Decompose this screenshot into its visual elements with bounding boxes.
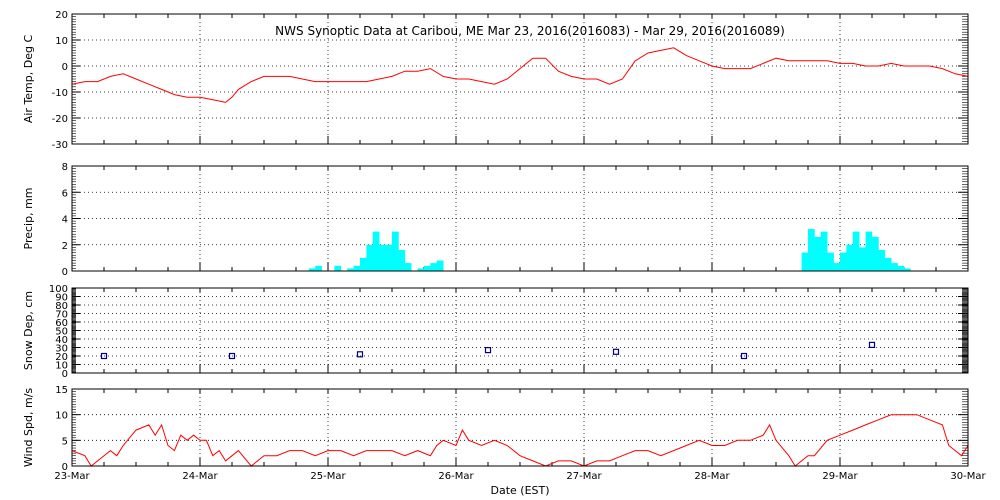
panel-frame xyxy=(71,287,969,374)
precip-bar xyxy=(308,268,316,271)
precip-bar xyxy=(833,263,841,271)
precip-bar xyxy=(846,244,854,272)
precip-bar xyxy=(840,252,847,271)
precip-bar xyxy=(436,260,444,271)
x-axis-label: Date (EST) xyxy=(490,484,549,497)
precip-bar xyxy=(897,265,905,272)
y-tick-label: 20 xyxy=(55,352,68,363)
y-tick-label: -20 xyxy=(52,114,68,125)
y-tick-label: 20 xyxy=(55,10,68,21)
y-tick-label: 5 xyxy=(62,436,68,447)
precip-bar xyxy=(392,231,399,271)
precip-bar xyxy=(878,250,886,271)
precip-bar xyxy=(424,265,431,272)
snow-depth-point xyxy=(100,352,108,360)
x-tick-label: 23-Mar xyxy=(54,471,90,482)
precip-bar xyxy=(814,236,822,271)
precip-bar xyxy=(372,231,380,271)
x-tick-label: 24-Mar xyxy=(182,471,218,482)
panel-1: -30 -20 -10 0 10 20 Air Temp, Deg C xyxy=(22,10,969,151)
y-tick-label: 0 xyxy=(62,462,68,473)
x-tick-label: 28-Mar xyxy=(694,471,730,482)
precip-bar xyxy=(904,268,911,271)
y-tick-label: 2 xyxy=(62,241,68,252)
snow-depth-point xyxy=(356,351,364,358)
precip-bar xyxy=(347,268,354,271)
x-tick-label: 25-Mar xyxy=(310,471,346,482)
panel-2: 0 2 4 6 8 Precip, mm xyxy=(22,162,969,278)
y-tick-label: 10 xyxy=(55,36,68,47)
precip-bar xyxy=(865,231,873,271)
y-tick-label: 8 xyxy=(62,162,68,173)
precip-bar xyxy=(430,263,438,271)
chart-title: NWS Synoptic Data at Caribou, ME Mar 23,… xyxy=(275,24,785,38)
precip-bar xyxy=(385,244,393,272)
precip-bar xyxy=(884,257,892,271)
y-tick-label: 90 xyxy=(55,293,68,304)
precip-bar xyxy=(852,231,860,271)
precip-bar xyxy=(379,244,386,272)
panel-frame xyxy=(71,165,969,272)
precip-bar xyxy=(801,252,809,271)
precip-bar xyxy=(872,236,879,271)
precip-bar xyxy=(404,263,412,271)
snow-depth-point xyxy=(228,352,236,360)
y-tick-label: 0 xyxy=(62,267,68,278)
precip-bar xyxy=(315,265,322,272)
y-tick-label: 4 xyxy=(62,215,68,226)
y-tick-label: -10 xyxy=(52,88,68,99)
x-tick-label: 29-Mar xyxy=(822,471,858,482)
precip-bar xyxy=(417,268,425,271)
precip-bar xyxy=(808,229,815,271)
y-tick-label: 40 xyxy=(55,335,68,346)
y-tick-label: 50 xyxy=(55,327,68,338)
precip-bar xyxy=(334,265,342,272)
precip-bar xyxy=(366,244,374,272)
y-tick-label: 30 xyxy=(55,344,68,355)
precip-bar xyxy=(827,252,834,271)
y-tick-label: 100 xyxy=(49,284,68,295)
panel-frame xyxy=(71,388,969,467)
y-tick-label: 0 xyxy=(62,62,68,73)
y-axis-label: Air Temp, Deg C xyxy=(22,35,35,124)
y-axis-label: Precip, mm xyxy=(22,188,35,250)
y-tick-label: 0 xyxy=(62,369,68,380)
x-tick-label: 27-Mar xyxy=(566,471,602,482)
x-tick-label: 30-Mar xyxy=(950,471,986,482)
y-tick-label: 10 xyxy=(55,411,68,422)
y-tick-label: -30 xyxy=(52,140,68,151)
y-tick-label: 6 xyxy=(62,188,68,199)
snow-depth-point xyxy=(484,347,492,354)
precip-bar xyxy=(820,231,828,271)
snow-depth-point xyxy=(612,348,620,355)
panel-4: 0 5 10 15 Wind Spd, m/s xyxy=(22,385,969,473)
y-tick-label: 80 xyxy=(55,301,68,312)
precip-bar xyxy=(859,247,866,271)
panel-frame xyxy=(71,13,969,145)
snow-depth-point xyxy=(740,352,748,360)
x-tick-labels: 23-Mar 24-Mar 25-Mar 26-Mar 27-Mar 28-Mar 29-M… xyxy=(54,471,986,482)
precip-bar xyxy=(891,263,898,271)
y-tick-label: 10 xyxy=(55,361,68,372)
y-axis-label: Wind Spd, m/s xyxy=(22,388,35,468)
precip-bar xyxy=(360,257,367,271)
x-tick-label: 26-Mar xyxy=(438,471,474,482)
y-tick-label: 15 xyxy=(55,385,68,396)
precip-bar xyxy=(398,250,406,271)
snow-depth-point xyxy=(868,341,876,348)
y-tick-label: 70 xyxy=(55,310,68,321)
y-axis-label: Snow Dep, cm xyxy=(22,291,35,370)
series-line xyxy=(71,414,969,467)
precip-bar xyxy=(353,265,361,272)
series-line xyxy=(71,47,969,103)
y-tick-label: 60 xyxy=(55,318,68,329)
